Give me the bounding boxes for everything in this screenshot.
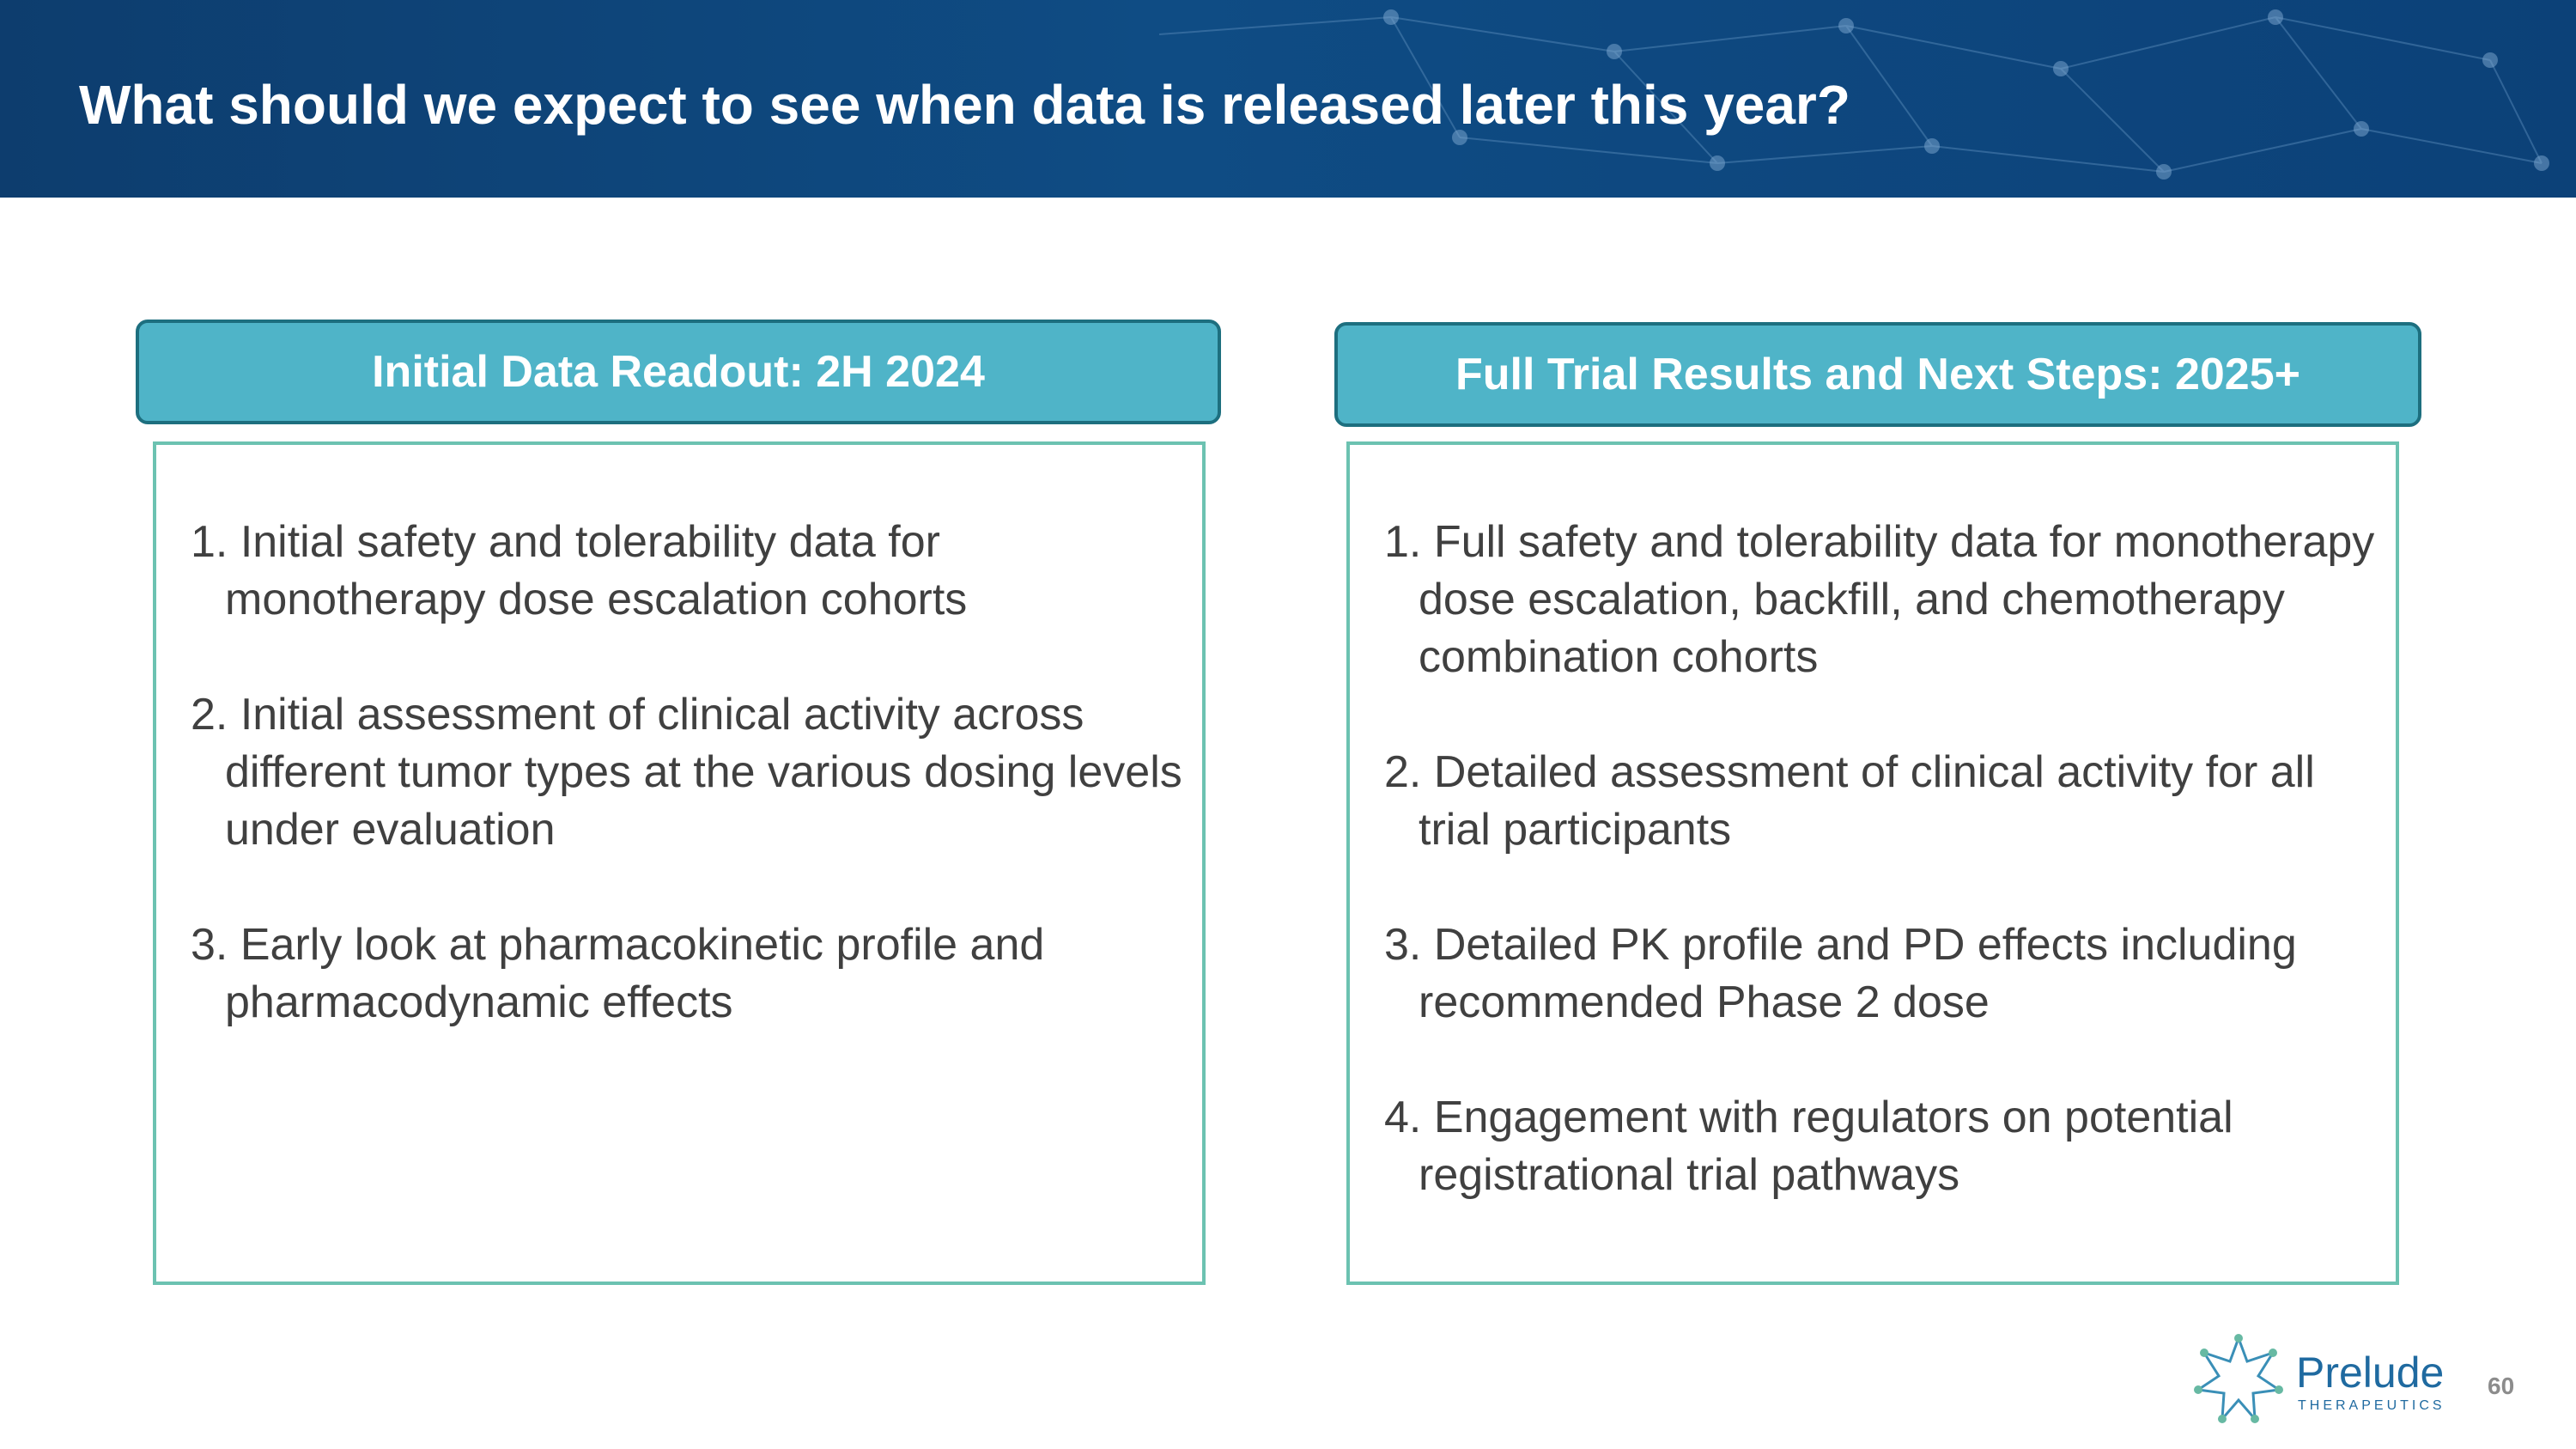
initial-readout-list: 1. Initial safety and tolerability data …	[191, 514, 1187, 1089]
column-heading-full: Full Trial Results and Next Steps: 2025+	[1334, 322, 2421, 427]
page-number: 60	[2488, 1373, 2515, 1399]
list-item: 1. Full safety and tolerability data for…	[1384, 517, 2375, 682]
full-results-list: 1. Full safety and tolerability data for…	[1384, 514, 2380, 1262]
list-item: 3. Early look at pharmacokinetic profile…	[191, 920, 1045, 1027]
list-item: 2. Initial assessment of clinical activi…	[191, 690, 1182, 855]
logo-subtitle: THERAPEUTICS	[2298, 1398, 2445, 1413]
list-item: 1. Initial safety and tolerability data …	[191, 517, 968, 624]
list-item: 4. Engagement with regulators on potenti…	[1384, 1093, 2233, 1200]
network-pattern	[1158, 9, 2549, 180]
prelude-logo: Prelude THERAPEUTICS	[2191, 1331, 2458, 1426]
column-box-initial: 1. Initial safety and tolerability data …	[153, 441, 1206, 1285]
list-item: 3. Detailed PK profile and PD effects in…	[1384, 920, 2297, 1027]
column-heading-initial: Initial Data Readout: 2H 2024	[136, 320, 1221, 424]
header-banner: What should we expect to see when data i…	[0, 0, 2576, 198]
logo-wordmark: Prelude	[2296, 1349, 2445, 1397]
starburst-logo-icon	[2194, 1334, 2283, 1423]
list-item: 2. Detailed assessment of clinical activ…	[1384, 747, 2315, 855]
column-box-full: 1. Full safety and tolerability data for…	[1346, 441, 2399, 1285]
page-title: What should we expect to see when data i…	[79, 74, 1850, 136]
